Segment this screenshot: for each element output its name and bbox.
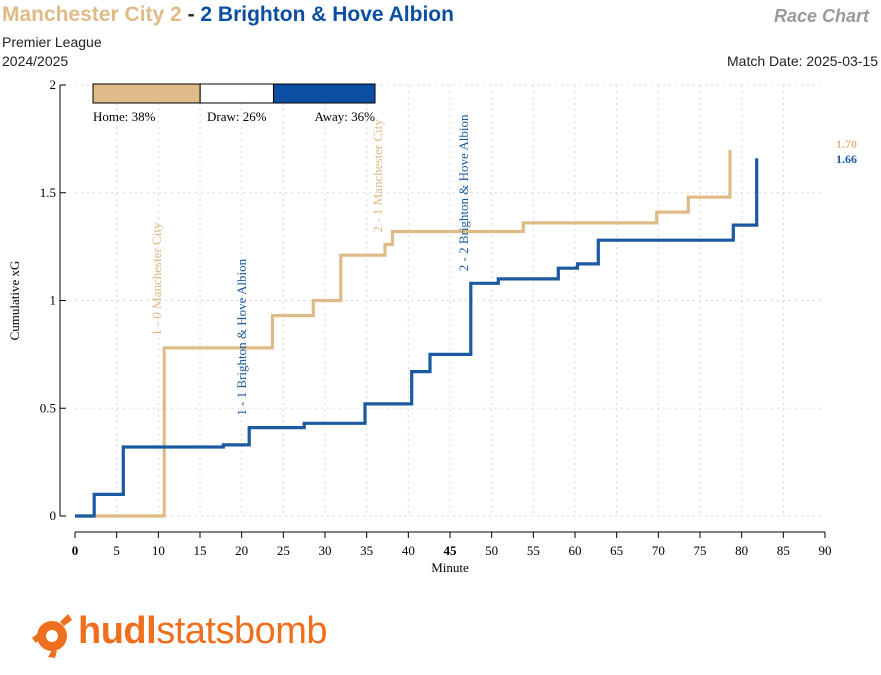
x-tick-label: 80 <box>735 543 748 558</box>
axes: 00.511.520 5 10 15 20 25 30 35 40 45 50 55 60 65 70 75 8… <box>40 77 832 558</box>
logo-text-bold: hudl <box>78 610 157 652</box>
series-layer: 1.701.66 <box>75 137 857 518</box>
x-axis-label: Minute <box>431 560 469 575</box>
y-tick-label: 0 <box>50 508 57 523</box>
x-tick-label: 60 <box>569 543 582 558</box>
x-tick-label: 45 <box>444 543 458 558</box>
away-score-title: 2 Brighton & Hove Albion <box>200 3 454 26</box>
x-tick-label: 0 <box>72 543 79 558</box>
y-axis-label: Cumulative xG <box>7 261 22 341</box>
logo-text-regular: statsbomb <box>156 610 328 652</box>
prob-bar-home <box>92 83 201 104</box>
prob-bar-away <box>272 83 376 104</box>
x-tick-label: 10 <box>152 543 165 558</box>
goal-annotations: 1 - 0 Manchester City 1 - 1 Brighton & Ho… <box>149 114 471 416</box>
x-tick-label: 20 <box>235 543 248 558</box>
series-line-home <box>75 149 732 518</box>
goal-annotation-home: 1 - 0 Manchester City <box>149 222 164 336</box>
x-tick-label: 55 <box>527 543 540 558</box>
statsbomb-logo-icon <box>32 614 72 658</box>
grid-layer <box>75 84 825 517</box>
competition-label: Premier League <box>2 34 102 50</box>
prob-label-away: Away: 36% <box>314 109 375 124</box>
x-tick-label: 30 <box>319 543 332 558</box>
final-xg-label-home: 1.70 <box>836 137 857 151</box>
series-line-away <box>75 158 759 518</box>
x-tick-label: 65 <box>610 543 623 558</box>
season-label: 2024/2025 <box>2 53 69 69</box>
prob-bar-draw <box>199 83 274 104</box>
prob-label-draw: Draw: 26% <box>207 109 267 124</box>
chart-type-label: Race Chart <box>773 6 869 26</box>
goal-annotation-away: 2 - 2 Brighton & Hove Albion <box>456 114 471 271</box>
x-tick-label: 70 <box>652 543 665 558</box>
goal-annotation-away: 1 - 1 Brighton & Hove Albion <box>234 258 249 415</box>
title-separator: - <box>181 3 201 26</box>
x-tick-label: 15 <box>194 543 207 558</box>
x-tick-label: 50 <box>485 543 498 558</box>
y-tick-label: 2 <box>50 77 57 92</box>
x-tick-label: 35 <box>360 543 373 558</box>
x-tick-label: 75 <box>694 543 707 558</box>
x-tick-label: 5 <box>113 543 120 558</box>
prob-label-home: Home: 38% <box>93 109 156 124</box>
y-tick-label: 1.5 <box>40 185 56 200</box>
final-xg-label-away: 1.66 <box>836 152 857 166</box>
x-tick-label: 90 <box>819 543 832 558</box>
goal-annotation-home: 2 - 1 Manchester City <box>370 119 385 233</box>
match-title: Manchester City 2 - 2 Brighton & Hove Al… <box>2 3 454 27</box>
race-chart: 00.511.520 5 10 15 20 25 30 35 40 45 50 55 60 65 70 75 8… <box>7 77 857 575</box>
x-tick-label: 25 <box>277 543 290 558</box>
x-tick-label: 85 <box>777 543 790 558</box>
match-date-label: Match Date: 2025-03-15 <box>727 53 878 69</box>
statsbomb-wordmark: hudlstatsbomb <box>78 610 328 653</box>
win-probability-bar: Home: 38% Draw: 26% Away: 36% <box>92 83 376 124</box>
home-score-title: Manchester City 2 <box>2 3 182 26</box>
y-tick-label: 0.5 <box>40 400 56 415</box>
x-tick-label: 40 <box>402 543 415 558</box>
y-tick-label: 1 <box>50 293 57 308</box>
